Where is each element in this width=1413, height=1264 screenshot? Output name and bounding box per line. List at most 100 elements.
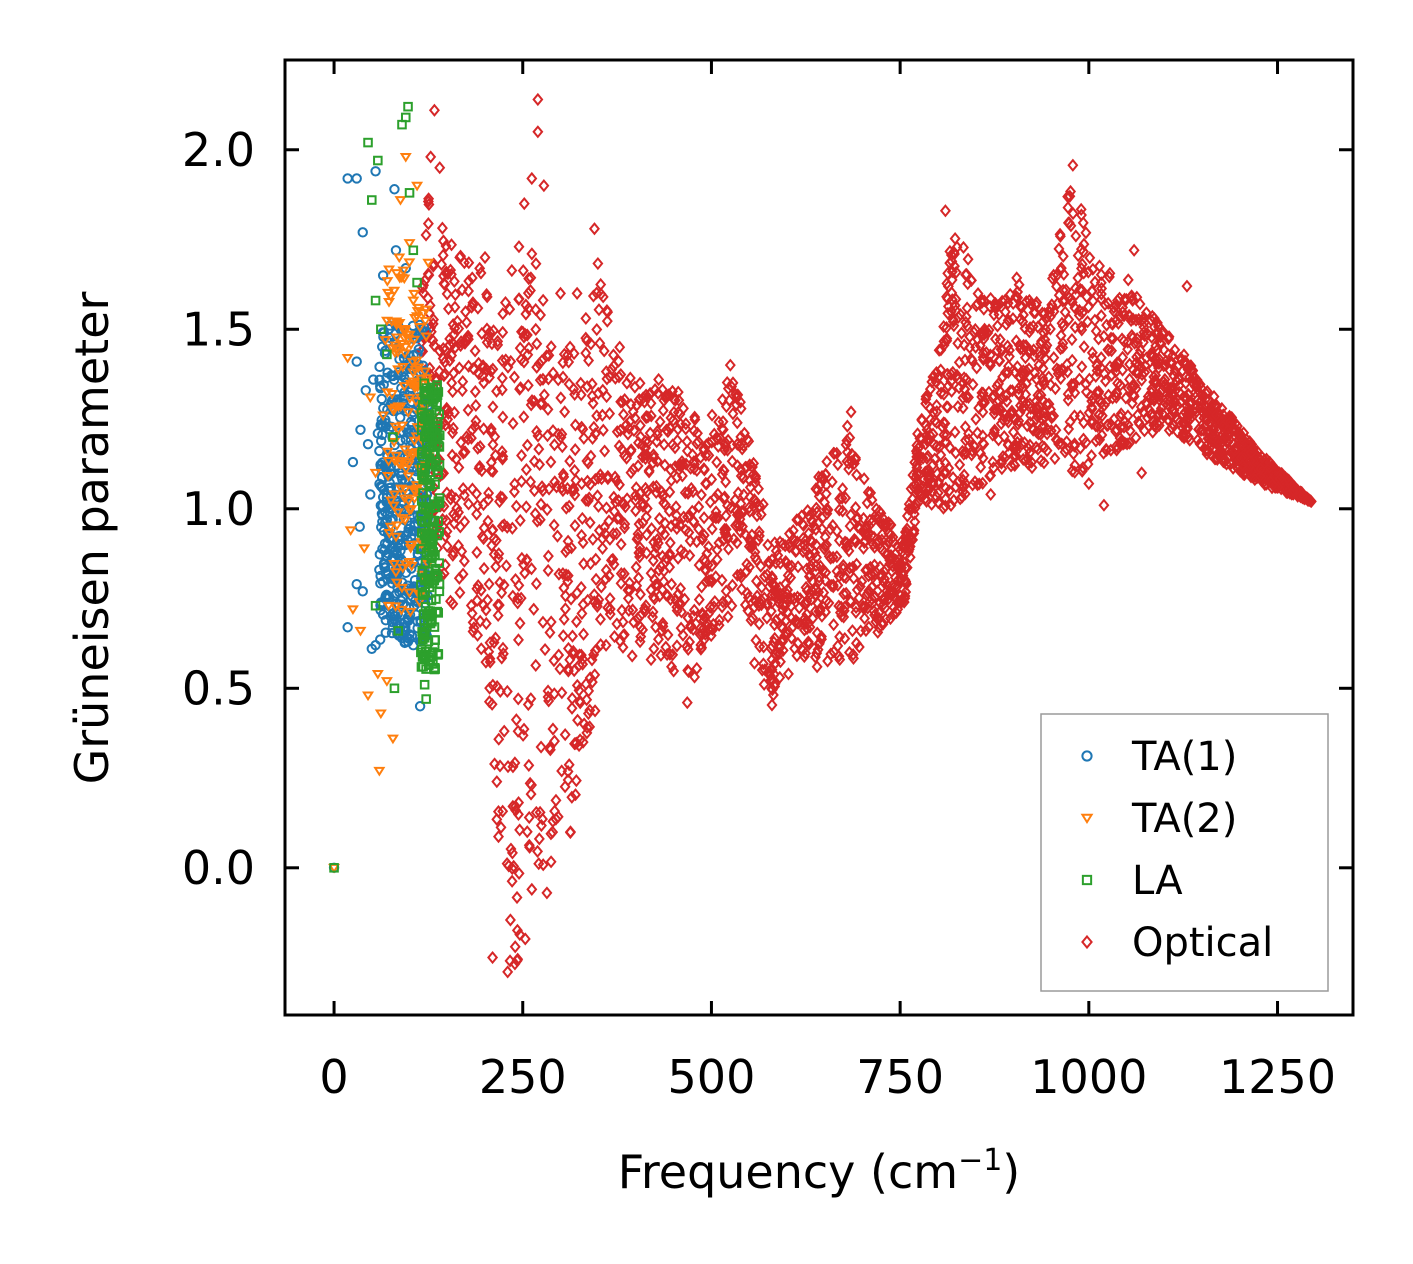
data-point-optical (693, 500, 705, 514)
data-point-optical (968, 439, 980, 453)
data-point-optical (1019, 351, 1031, 365)
data-point-ta-2 (403, 394, 416, 404)
data-point-optical (681, 444, 693, 458)
data-point-la (425, 467, 435, 477)
data-point-optical (520, 500, 532, 514)
data-point-optical (785, 631, 797, 645)
data-point-la (434, 460, 445, 470)
data-point-optical (931, 405, 943, 419)
data-point-optical (533, 442, 545, 456)
data-point-optical (885, 587, 897, 601)
data-point-optical (672, 597, 684, 611)
data-point-optical (704, 600, 716, 614)
data-point-optical (887, 551, 899, 565)
data-point-optical (1016, 437, 1028, 452)
data-point-optical (1014, 406, 1026, 420)
data-point-optical (581, 474, 593, 488)
data-point-optical (1058, 267, 1070, 281)
data-point-optical (735, 497, 747, 511)
data-point-optical (866, 568, 878, 582)
data-point-la (420, 394, 430, 405)
data-point-optical (456, 544, 468, 559)
data-point-optical (534, 513, 546, 527)
data-point-optical (990, 298, 1002, 312)
data-point-optical (691, 463, 703, 478)
legend-marker-ta-1 (1081, 750, 1093, 762)
x-axis-label: Frequency (cm−1) (618, 1143, 1021, 1199)
data-point-optical (938, 319, 950, 334)
data-point-optical (649, 573, 661, 587)
data-point-optical (632, 611, 644, 625)
data-point-optical (664, 547, 676, 561)
data-point-optical (505, 842, 517, 856)
data-point-optical (568, 346, 580, 361)
data-point-optical (525, 271, 537, 285)
data-point-optical (861, 588, 873, 602)
data-point-optical (522, 348, 534, 362)
data-point-optical (641, 546, 653, 560)
data-point-optical (625, 444, 637, 458)
data-point-optical (671, 470, 683, 485)
data-point-ta-2 (402, 460, 415, 471)
data-point-optical (592, 489, 604, 503)
data-point-optical (447, 545, 459, 559)
data-point-ta-1 (414, 701, 426, 712)
data-point-optical (951, 368, 963, 382)
data-point-ta-2 (394, 196, 407, 206)
data-point-optical (508, 485, 520, 499)
data-point-optical (665, 473, 677, 487)
data-point-optical (1067, 158, 1079, 172)
data-point-optical (839, 600, 851, 614)
data-point-optical (792, 616, 804, 630)
data-point-optical (1256, 450, 1268, 465)
data-point-optical (872, 512, 884, 526)
data-point-optical (534, 805, 546, 819)
data-point-optical (490, 631, 502, 645)
data-point-la (434, 586, 445, 597)
data-point-optical (653, 512, 665, 526)
data-point-optical (1099, 297, 1111, 312)
data-point-optical (673, 393, 685, 407)
data-point-optical (569, 418, 581, 432)
data-point-optical (1148, 311, 1160, 325)
data-point-la (420, 587, 430, 597)
data-point-optical (876, 533, 888, 547)
data-point-optical (599, 444, 611, 458)
data-point-optical (941, 276, 953, 291)
data-point-optical (1000, 365, 1012, 380)
data-point-optical (532, 844, 544, 859)
data-point-optical (427, 333, 439, 347)
data-point-optical (420, 228, 432, 242)
data-point-optical (595, 277, 607, 292)
data-point-ta-2 (408, 289, 421, 300)
series-optical (415, 92, 1317, 979)
data-point-optical (834, 492, 846, 506)
data-point-optical (988, 425, 1000, 440)
data-point-la (376, 324, 386, 335)
data-point-optical (470, 398, 482, 413)
data-point-ta-2 (390, 578, 403, 589)
data-point-optical (1002, 437, 1014, 451)
data-point-optical (841, 434, 853, 448)
data-point-optical (692, 435, 704, 449)
data-point-optical (940, 466, 952, 480)
data-point-optical (1014, 371, 1026, 385)
data-point-optical (805, 562, 817, 576)
data-point-optical (903, 497, 915, 511)
data-point-optical (1104, 360, 1116, 374)
data-point-optical (684, 534, 696, 548)
y-tick-label: 0.0 (182, 841, 255, 895)
data-point-optical (898, 595, 910, 609)
data-point-ta-2 (420, 332, 433, 343)
data-point-optical (478, 531, 490, 546)
data-point-optical (613, 511, 625, 525)
data-point-la (403, 101, 413, 112)
data-point-optical (520, 462, 532, 477)
data-point-optical (1262, 469, 1274, 483)
data-point-optical (824, 522, 836, 536)
data-point-la (424, 478, 435, 488)
data-point-optical (706, 522, 718, 536)
data-point-ta-1 (370, 166, 381, 177)
data-point-optical (548, 438, 560, 452)
data-point-optical (428, 338, 440, 353)
